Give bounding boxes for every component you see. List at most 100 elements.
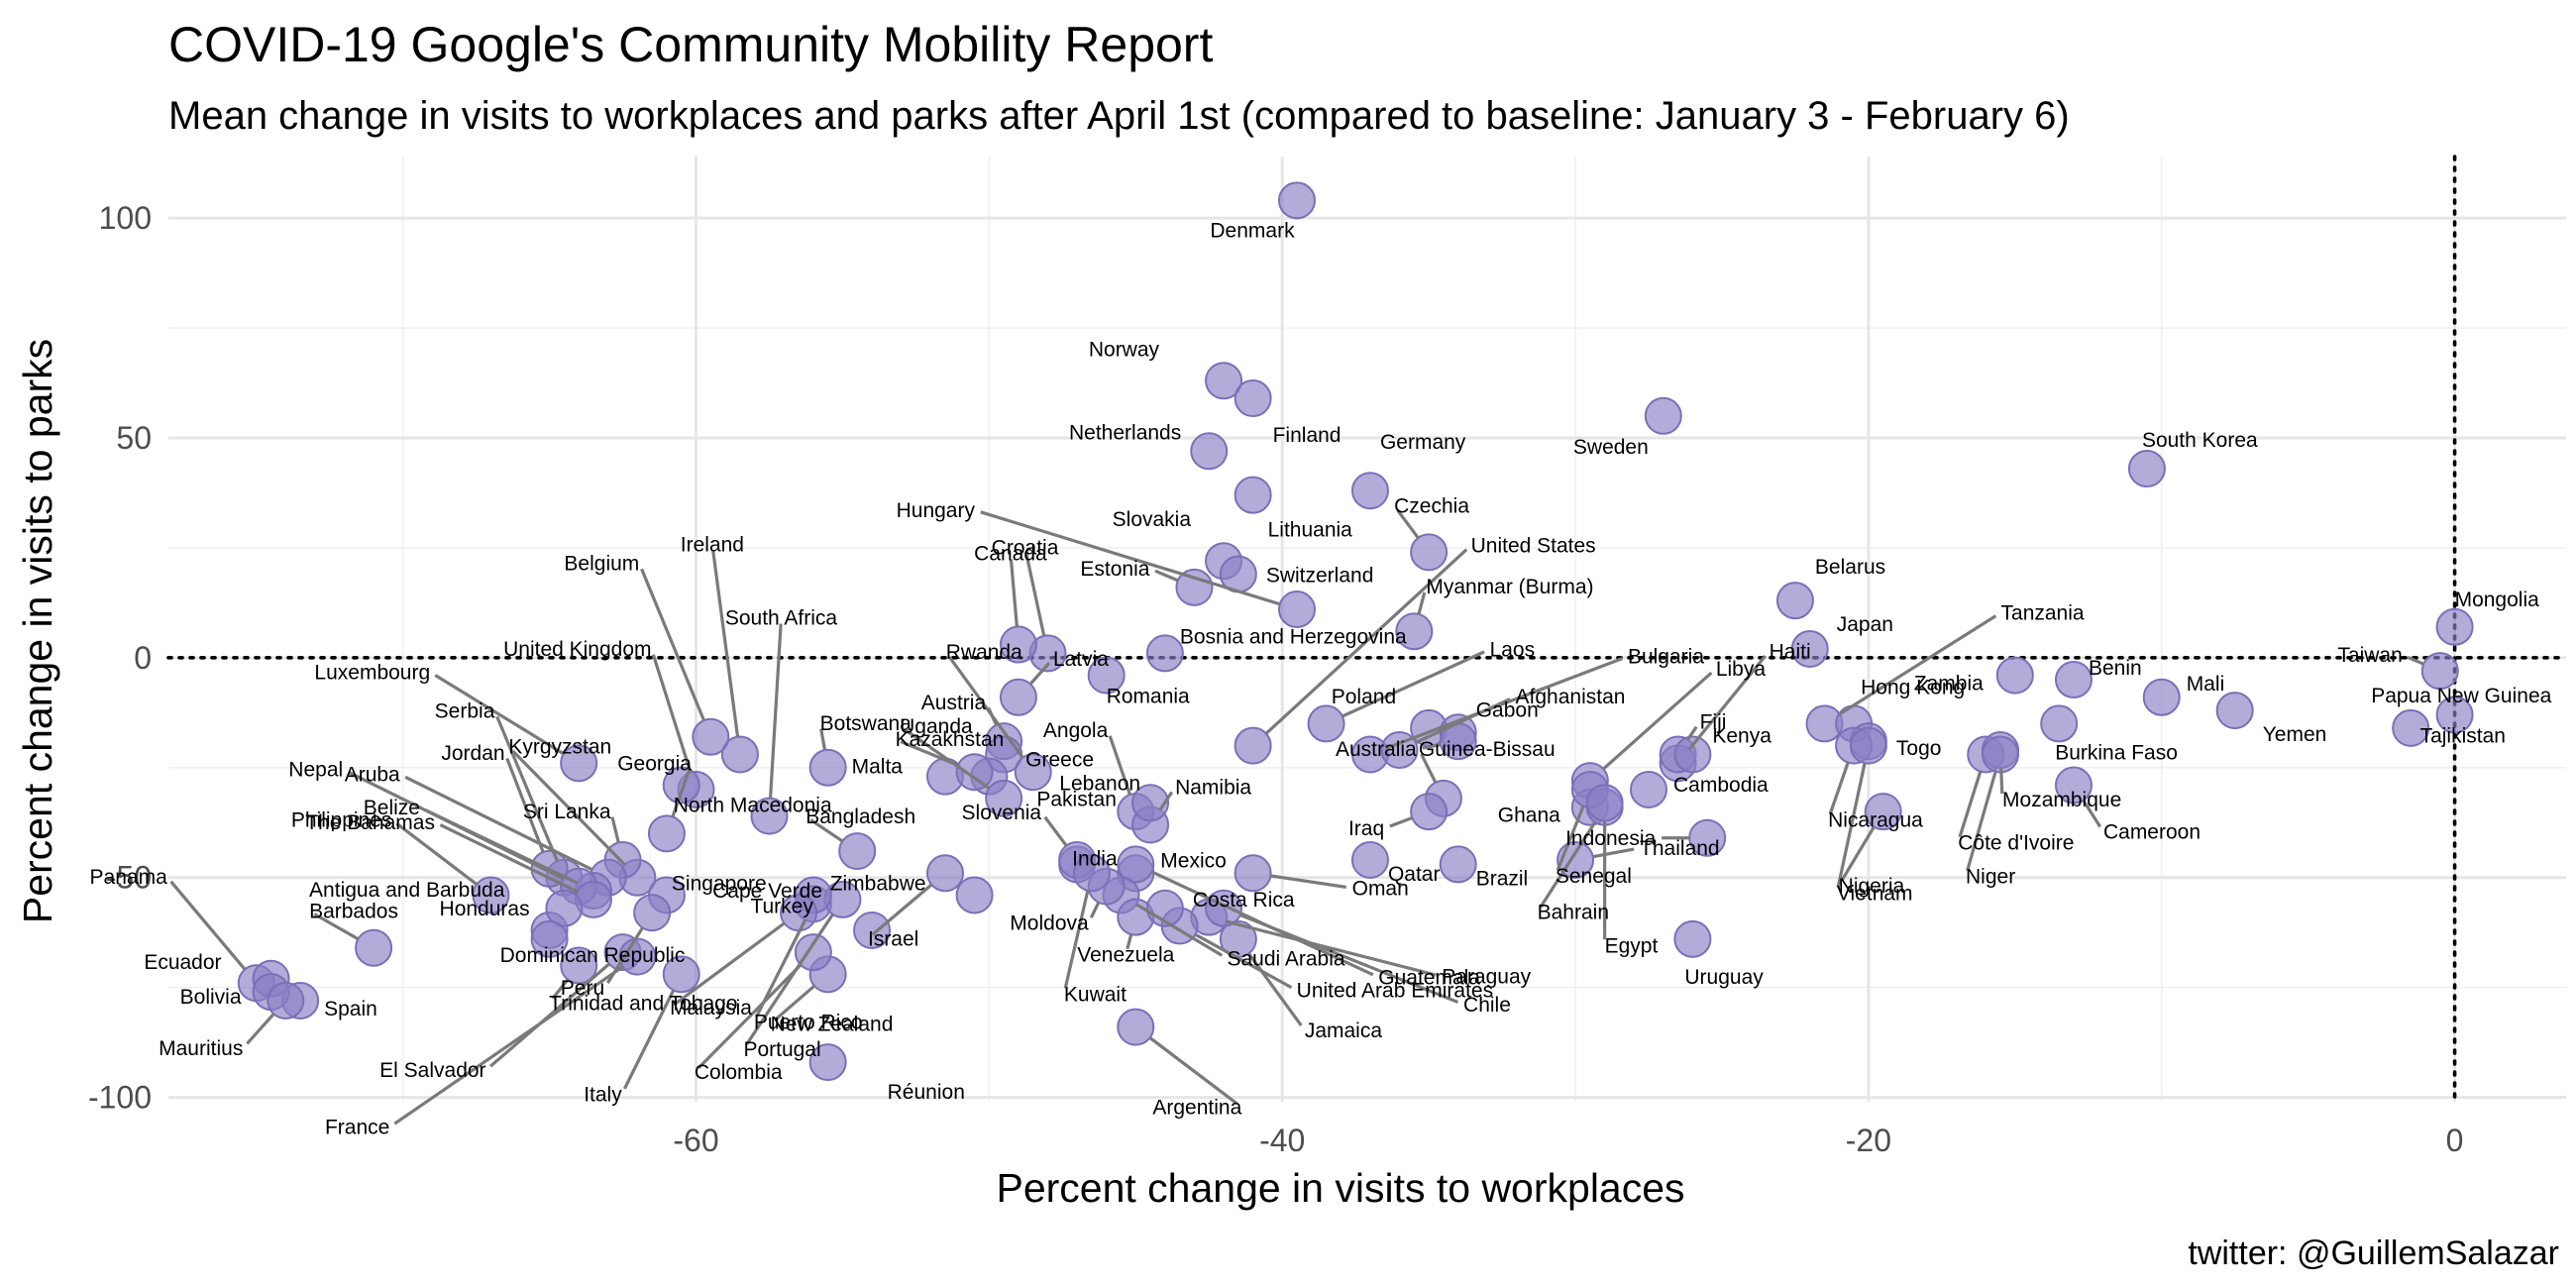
segment-hungary [980,510,1281,606]
point-ireland [720,735,759,774]
label-myanmar-burma: Myanmar (Burma) [1426,576,1593,598]
segment-israel [871,883,933,936]
segment-uganda [904,727,991,790]
label-romania: Romania [1107,686,1190,708]
label-chile: Chile [1463,994,1511,1017]
point-mongolia [2435,607,2474,646]
point-netherlands [1190,432,1229,471]
label-estonia: Estonia [1080,558,1149,581]
label-denmark: Denmark [1210,219,1295,242]
label-bosnia-and-herzegovina: Bosnia and Herzegovina [1180,625,1407,648]
label-namibia: Namibia [1175,776,1251,799]
segment-belgium [640,568,705,721]
label-senegal: Senegal [1556,865,1632,888]
point-uganda [985,779,1023,817]
label-portugal: Portugal [743,1038,820,1061]
label-peru: Peru [561,977,604,1000]
segment-cameroon [2082,799,2102,828]
point-lithuania [1234,476,1272,514]
label-sri-lanka: Sri Lanka [523,801,611,823]
label-united-kingdom: United Kingdom [503,638,651,661]
label-jamaica: Jamaica [1305,1020,1383,1042]
label-benin: Benin [2089,657,2142,680]
point-denmark [1277,181,1316,220]
point-israel [925,854,964,893]
label-nicaragua: Nicaragua [1828,809,1923,832]
label-cameroon: Cameroon [2103,821,2200,844]
point-bosnia-and-herzegovina [1145,634,1184,673]
point-zimbabwe [955,876,994,914]
point-italy [662,955,700,994]
label-kuwait: Kuwait [1064,983,1127,1006]
point-sweden [1644,396,1682,435]
label-switzerland: Switzerland [1266,565,1374,588]
point-benin [2054,661,2093,699]
segment-estonia [1154,569,1179,583]
label-turkey: Turkey [750,895,813,917]
point-niger [1982,735,2020,774]
label-poland: Poland [1332,686,1396,708]
segment-libya [1602,671,1713,771]
point-romania [1087,656,1126,695]
segment-kuwait [1063,890,1090,989]
segment-jordan [505,757,545,853]
segment-united-states [1264,548,1468,735]
label-italy: Italy [584,1083,622,1106]
segment-the-bahamas [439,823,579,894]
point-botswana [808,748,847,787]
label-tajikistan: Tajikistan [2420,725,2506,748]
label-czechia: Czechia [1394,494,1469,517]
label-mali: Mali [2187,673,2225,696]
label-south-korea: South Korea [2142,429,2258,452]
segment-saudi-arabia [1135,903,1224,957]
segment-paraguay [1226,919,1437,977]
segment-portugal [745,913,834,1045]
point-tajikistan [2435,696,2474,734]
label-colombia: Colombia [695,1061,783,1084]
point-lebanon [1131,784,1170,822]
label-costa-rica: Costa Rica [1193,889,1295,912]
segment-sri-lanka [610,816,620,843]
label-malta: Malta [852,756,904,779]
segment-nepal [347,770,564,881]
label-afghanistan: Afghanistan [1516,686,1626,708]
label-mexico: Mexico [1160,849,1227,872]
label-india: India [1072,847,1118,870]
label-dominican-republic: Dominican Republic [500,944,686,967]
segment-fiji [1686,725,1698,741]
label-ireland: Ireland [681,533,744,556]
label-el-salvador: El Salvador [379,1059,485,1082]
segment-barbados [313,912,360,941]
segment-croatia [1024,552,1046,637]
segment-laos [1342,650,1485,718]
label-aruba: Aruba [345,764,400,787]
segment-tanzania [1838,614,1997,716]
point-cape-verde [853,911,892,949]
label-kenya: Kenya [1712,724,1771,747]
segment-thailand [1592,847,1635,859]
label-bahrain: Bahrain [1538,902,1609,924]
label-moldova: Moldova [1010,912,1089,935]
segment-bahrain [1539,820,1597,909]
segment-new-zealand [774,984,816,1021]
label-taiwan: Taiwan [2337,644,2402,667]
label-panama: Panama [90,866,168,889]
point-oman [1234,854,1272,893]
point-south-korea [2127,450,2166,488]
y-axis-label: Percent change in visits to parks [15,339,60,923]
segment-namibia [1158,791,1174,811]
label-cape-verde: Cape Verde [712,880,822,903]
segment-guinea-bissau [1420,753,1438,784]
point-labels: Denmark Norway Finland Sweden South Korea Net… [90,219,2552,1138]
y-tick-label: -100 [88,1080,152,1116]
label-luxembourg: Luxembourg [314,661,430,684]
point-belarus [1775,582,1814,620]
label-ghana: Ghana [1498,805,1560,827]
point-uruguay [1673,919,1712,958]
point-estonia [1175,568,1214,606]
point-brazil [1439,845,1477,884]
label-ecuador: Ecuador [144,951,221,974]
x-tick-label: -60 [673,1123,718,1158]
label-puerto-rico: Puerto Rico [754,1011,863,1033]
point-reunion [808,1043,847,1082]
